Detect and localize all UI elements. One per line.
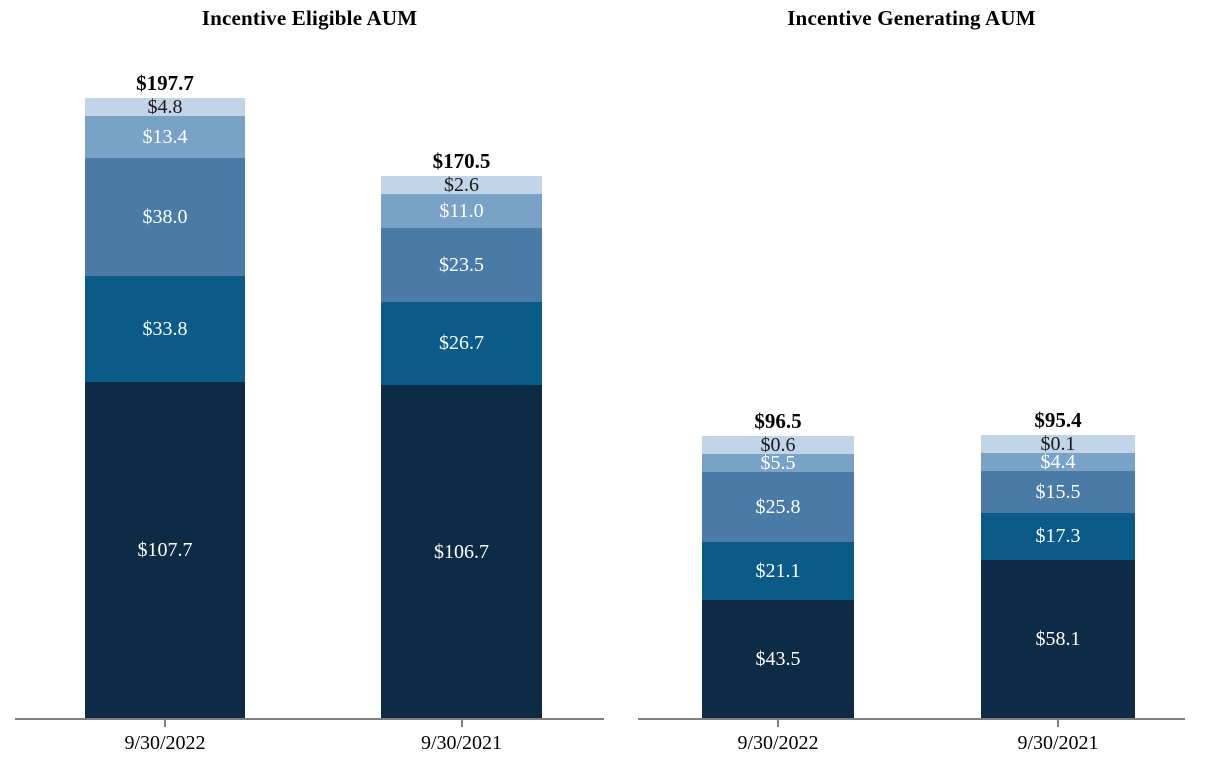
bar-segment: $5.5	[702, 452, 854, 475]
bar-segment: $2.6	[381, 174, 542, 197]
bar-segment: $23.5	[381, 228, 542, 302]
segment-value-label: $23.5	[439, 254, 484, 277]
bar-segment: $43.5	[702, 599, 854, 718]
x-axis-line	[638, 718, 1185, 720]
segment-value-label: $107.7	[137, 538, 193, 561]
axis-tick	[777, 718, 779, 727]
x-axis-label: 9/30/2022	[737, 732, 819, 754]
bar-total-label: $95.4	[1034, 407, 1082, 432]
bar-segment: $11.0	[381, 194, 542, 229]
chart-title: Incentive Eligible AUM	[201, 6, 418, 30]
axis-tick	[164, 718, 166, 727]
bar-segment: $4.4	[981, 450, 1135, 473]
segment-value-label: $5.5	[760, 452, 796, 475]
bar-segment: $0.6	[702, 434, 854, 457]
segment-value-label: $43.5	[755, 647, 801, 670]
bar-total-label: $197.7	[136, 71, 194, 96]
segment-value-label: $0.1	[1040, 432, 1076, 455]
stacked-bar: $0.1 $4.4 $15.5 $17.3 $58.1	[981, 432, 1135, 718]
chart-title: Incentive Generating AUM	[787, 6, 1036, 30]
bar-segment: $26.7	[381, 301, 542, 386]
segment-value-label: $33.8	[142, 318, 188, 341]
segment-value-label: $58.1	[1035, 627, 1081, 650]
segment-value-label: $11.0	[439, 200, 484, 223]
x-axis-label: 9/30/2022	[124, 732, 206, 754]
segment-value-label: $26.7	[439, 332, 484, 355]
segment-value-label: $0.6	[760, 434, 796, 457]
segment-value-label: $106.7	[434, 540, 489, 563]
segment-value-label: $21.1	[755, 559, 801, 582]
bar-total-label: $96.5	[754, 409, 802, 434]
bar-segment: $0.1	[981, 432, 1135, 455]
bar-segment: $33.8	[85, 276, 245, 382]
bar-total-label: $170.5	[432, 149, 491, 174]
bar-segment: $4.8	[85, 96, 245, 119]
bar-segment: $13.4	[85, 116, 245, 158]
stacked-bar: $4.8 $13.4 $38.0 $33.8 $107.7	[85, 96, 245, 718]
bar-segment: $38.0	[85, 157, 245, 277]
bar-segment: $106.7	[381, 385, 542, 718]
segment-value-label: $17.3	[1035, 525, 1081, 548]
segment-value-label: $4.4	[1040, 450, 1076, 473]
x-axis-label: 9/30/2021	[1017, 732, 1099, 754]
bar-segment: $21.1	[702, 542, 854, 600]
bar-segment: $107.7	[85, 381, 245, 718]
segment-value-label: $38.0	[142, 206, 188, 229]
axis-tick	[1057, 718, 1059, 727]
segment-value-label: $13.4	[142, 126, 188, 149]
segment-value-label: $25.8	[755, 496, 801, 519]
segment-value-label: $2.6	[444, 174, 479, 197]
axis-tick	[460, 718, 463, 727]
bar-segment: $58.1	[981, 559, 1135, 718]
x-axis-label: 9/30/2021	[420, 732, 503, 754]
segment-value-label: $4.8	[147, 96, 183, 119]
segment-value-label: $15.5	[1035, 480, 1081, 503]
stacked-bar: $0.6 $5.5 $25.8 $21.1 $43.5	[702, 434, 854, 718]
bar-segment: $17.3	[981, 512, 1135, 560]
x-axis-line	[15, 718, 604, 720]
bar-segment: $15.5	[981, 470, 1135, 513]
bar-segment: $25.8	[702, 472, 854, 543]
stacked-bar: $2.6 $11.0 $23.5 $26.7 $106.7	[381, 174, 542, 718]
